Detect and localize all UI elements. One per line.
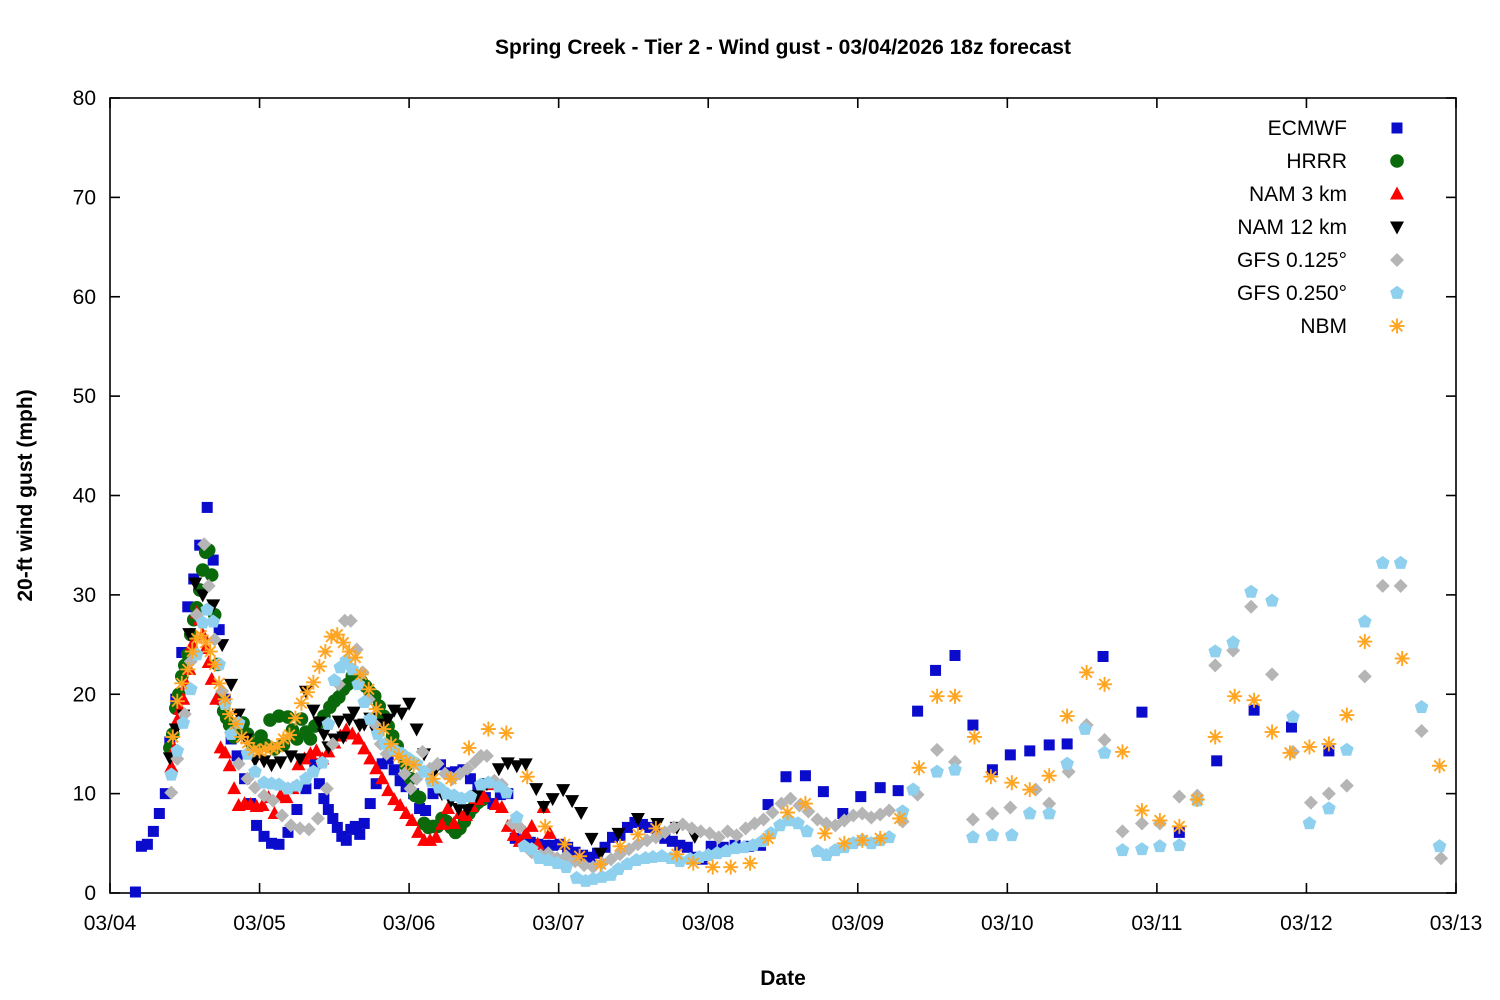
series-nam-3-km <box>164 605 557 850</box>
x-tick-label: 03/13 <box>1430 912 1483 935</box>
legend-marker-square-icon <box>1391 122 1403 134</box>
chart-title: Spring Creek - Tier 2 - Wind gust - 03/0… <box>495 36 1071 59</box>
legend: ECMWF HRRR NAM 3 km NAM 12 km GFS 0.125° GFS … <box>1237 117 1405 338</box>
legend-marker-triangle-up-icon <box>1390 186 1404 200</box>
legend-label: NBM <box>1300 315 1347 338</box>
y-tick-label: 60 <box>73 286 96 309</box>
y-tick-label: 50 <box>73 385 96 408</box>
x-tick-label: 03/11 <box>1131 912 1182 935</box>
legend-marker-circle-icon <box>1390 154 1404 168</box>
axes: 0 10 20 30 40 50 60 70 80 03/04 03/05 03/06 03/07 03/… <box>73 87 1483 935</box>
y-tick-label: 80 <box>73 87 96 110</box>
legend-marker-asterisk-icon <box>1389 318 1405 334</box>
x-tick-label: 03/06 <box>383 912 436 935</box>
legend-marker-triangle-down-icon <box>1390 221 1404 235</box>
x-tick-label: 03/09 <box>831 912 884 935</box>
series-ecmwf <box>129 501 1335 898</box>
x-tick-label: 03/05 <box>233 912 286 935</box>
x-tick-label: 03/12 <box>1280 912 1333 935</box>
y-tick-label: 30 <box>73 584 96 607</box>
legend-label: NAM 12 km <box>1237 216 1347 239</box>
y-axis-label: 20-ft wind gust (mph) <box>14 389 37 601</box>
series-nbm <box>165 627 1448 875</box>
legend-label: NAM 3 km <box>1249 183 1347 206</box>
y-tick-label: 10 <box>73 783 96 806</box>
y-tick-label: 70 <box>73 186 96 209</box>
legend-label: GFS 0.125° <box>1237 249 1347 272</box>
legend-marker-pentagon-icon <box>1390 285 1404 299</box>
x-tick-label: 03/07 <box>532 912 585 935</box>
y-tick-label: 20 <box>73 683 96 706</box>
legend-label: GFS 0.250° <box>1237 282 1347 305</box>
legend-label: HRRR <box>1286 150 1347 173</box>
x-tick-label: 03/04 <box>84 912 137 935</box>
legend-label: ECMWF <box>1268 117 1347 140</box>
x-tick-label: 03/08 <box>682 912 735 935</box>
legend-marker-diamond-icon <box>1390 253 1404 267</box>
x-tick-label: 03/10 <box>981 912 1034 935</box>
y-tick-label: 40 <box>73 485 96 508</box>
y-tick-label: 0 <box>84 882 96 905</box>
x-axis-label: Date <box>760 967 806 990</box>
